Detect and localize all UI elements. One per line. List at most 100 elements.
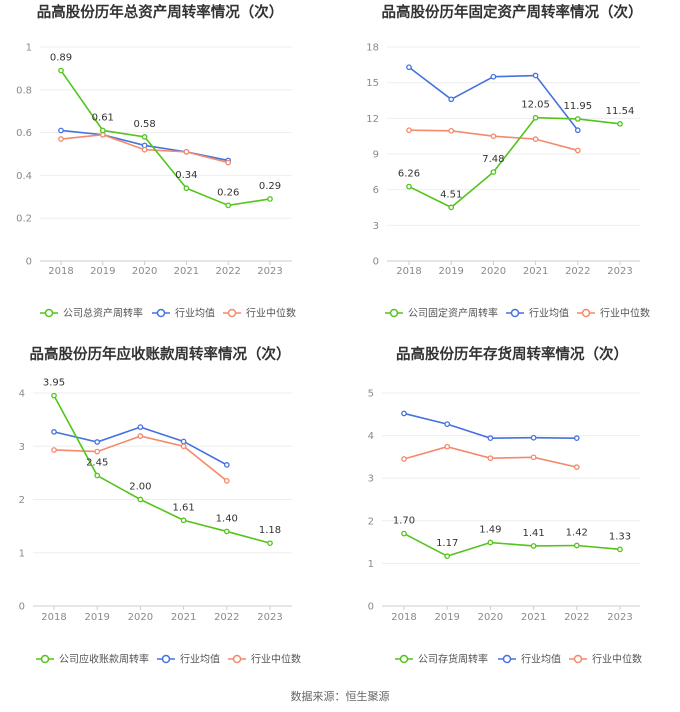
x-tick-label: 2021 (174, 266, 199, 277)
x-tick-label: 2019 (90, 266, 115, 277)
data-point-median (223, 478, 230, 484)
data-point-avg (180, 438, 187, 445)
legend-marker-company (40, 654, 50, 664)
data-point-avg (137, 424, 144, 430)
x-tick-label: 2019 (84, 612, 109, 623)
x-tick-label: 2022 (565, 266, 590, 277)
legend-label: 行业均值 (180, 653, 220, 666)
y-tick-label: 0.2 (16, 214, 32, 225)
data-point-avg (490, 73, 497, 80)
data-source-footer: 数据来源：恒生聚源 (290, 690, 390, 703)
data-label: 12.05 (521, 100, 550, 111)
chart-title: 品高股份历年应收账款周转率情况（次） (30, 345, 291, 363)
data-point-avg (530, 434, 537, 441)
data-point-company (617, 546, 623, 553)
data-label: 1.42 (566, 528, 588, 539)
data-label: 2.45 (86, 458, 108, 469)
data-point-company (267, 196, 273, 202)
data-point-avg (94, 439, 101, 445)
y-tick-label: 3 (373, 221, 379, 232)
data-point-company (490, 169, 497, 175)
data-label: 1.49 (479, 525, 501, 536)
y-tick-label: 4 (368, 431, 374, 442)
data-point-median (574, 147, 581, 154)
data-point-avg (487, 435, 494, 442)
data-label: 1.61 (172, 502, 194, 513)
data-point-median (51, 447, 57, 453)
y-tick-label: 2 (368, 516, 374, 527)
y-tick-label: 9 (373, 150, 379, 161)
x-tick-label: 2020 (128, 612, 153, 623)
legend-label: 公司总资产周转率 (63, 307, 143, 320)
x-tick-label: 2020 (132, 266, 157, 277)
data-point-avg (223, 462, 230, 468)
legend-marker-median (581, 308, 591, 318)
series-line-company (53, 395, 271, 544)
y-tick-label: 15 (366, 78, 379, 89)
y-tick-label: 0 (19, 602, 25, 613)
data-point-company (444, 553, 451, 560)
data-point-median (180, 443, 187, 450)
legend-marker-median (232, 654, 242, 664)
y-tick-label: 5 (368, 389, 374, 400)
data-point-median (94, 448, 101, 455)
series-line-avg (403, 412, 577, 439)
data-label: 0.26 (217, 187, 239, 198)
data-label: 2.00 (129, 482, 151, 493)
y-tick-label: 0.4 (16, 171, 32, 182)
y-tick-label: 6 (373, 185, 379, 196)
x-tick-label: 2022 (215, 266, 240, 277)
x-tick-label: 2018 (41, 612, 66, 623)
legend-label: 公司固定资产周转率 (408, 307, 498, 320)
data-point-avg (448, 96, 455, 103)
data-point-company (99, 127, 106, 134)
data-point-company (183, 185, 190, 192)
chart-panel-2: 品高股份历年固定资产周转率情况（次） 0 3 6 9 12 15 18 2018 2019 2020… (366, 3, 650, 320)
x-tick-label: 2023 (257, 266, 282, 277)
chart-panel-4: 品高股份历年存货周转率情况（次） 0 1 2 3 4 5 2018 2019 2020 2021 20… (368, 345, 642, 666)
y-tick-label: 1 (19, 548, 25, 559)
y-tick-label: 0.8 (16, 85, 32, 96)
data-point-median (58, 136, 64, 142)
data-point-avg (51, 429, 57, 435)
data-point-avg (573, 435, 580, 442)
legend-label: 行业中位数 (592, 653, 642, 666)
x-tick-label: 2018 (48, 266, 73, 277)
x-tick-label: 2023 (257, 612, 282, 623)
data-label: 0.89 (50, 53, 72, 64)
data-point-avg (574, 127, 581, 134)
legend-label: 行业中位数 (246, 307, 296, 320)
chart-panel-1: 品高股份历年总资产周转率情况（次） 0 0.2 0.4 0.6 0.8 1 2018 2019 2… (16, 3, 296, 320)
y-tick-label: 18 (366, 43, 379, 54)
data-point-company (180, 517, 187, 524)
data-point-company (267, 540, 273, 547)
y-tick-label: 2 (19, 495, 25, 506)
data-point-company (225, 202, 232, 209)
chart-title: 品高股份历年总资产周转率情况（次） (37, 3, 284, 21)
series-line-company (60, 70, 271, 207)
y-tick-label: 0 (373, 257, 379, 268)
data-label: 1.18 (259, 525, 281, 536)
data-point-median (490, 133, 497, 140)
data-point-median (573, 464, 580, 470)
series-line-median (408, 129, 579, 152)
data-point-company (401, 530, 407, 537)
data-point-median (401, 456, 407, 462)
data-point-median (530, 454, 537, 461)
legend-marker-company (44, 308, 54, 318)
data-label: 0.34 (175, 170, 197, 181)
legend-marker-avg (156, 308, 166, 318)
data-point-company (532, 114, 539, 121)
x-tick-label: 2021 (171, 612, 196, 623)
x-tick-label: 2020 (481, 266, 506, 277)
data-label: 6.26 (398, 169, 420, 180)
series-line-company (403, 532, 621, 558)
data-point-company (448, 204, 455, 211)
data-point-company (406, 183, 412, 190)
legend-marker-company (399, 654, 409, 664)
data-point-company (51, 392, 57, 399)
legend-marker-avg (510, 308, 520, 318)
x-tick-label: 2021 (523, 266, 548, 277)
legend-marker-avg (161, 654, 171, 664)
data-point-median (487, 455, 494, 462)
